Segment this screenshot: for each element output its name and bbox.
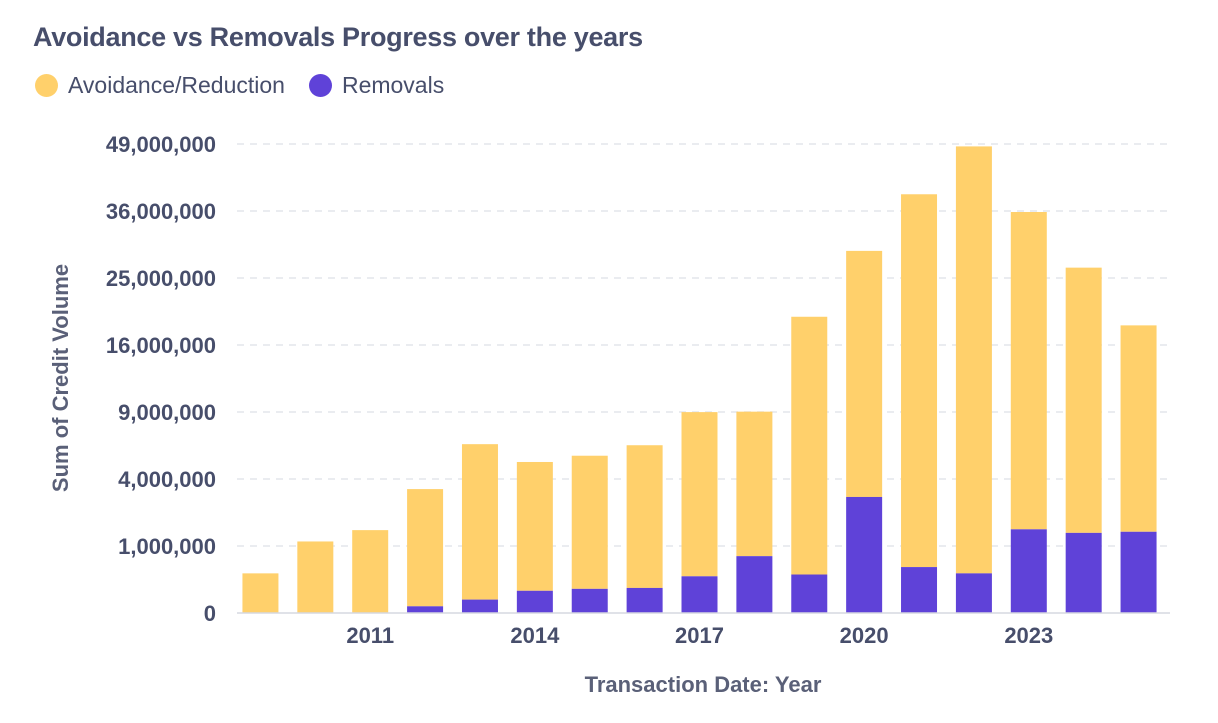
bar-avoidance-2015[interactable] (571, 455, 608, 589)
chart-title: Avoidance vs Removals Progress over the … (33, 22, 643, 52)
bar-avoidance-2021[interactable] (901, 194, 938, 568)
bar-avoidance-2011[interactable] (352, 530, 389, 613)
bar-avoidance-2025[interactable] (1120, 325, 1157, 532)
legend-removals-label: Removals (341, 72, 445, 98)
legend-item-removals[interactable]: Removals (308, 72, 445, 99)
y-tick-label: 36,000,000 (106, 199, 216, 224)
bar-removals-2015[interactable] (571, 588, 608, 613)
x-axis-title: Transaction Date: Year (585, 672, 822, 697)
y-tick-label: 4,000,000 (118, 467, 216, 492)
y-axis-title: Sum of Credit Volume (48, 264, 73, 492)
y-axis-ticks: 0 1,000,000 4,000,000 9,000,000 16,000,000 25… (106, 132, 216, 626)
bar-avoidance-2019[interactable] (791, 316, 828, 575)
bar-avoidance-2024[interactable] (1065, 267, 1102, 533)
bar-removals-2014[interactable] (516, 590, 553, 613)
bar-removals-2023[interactable] (1010, 529, 1047, 613)
y-tick-label: 0 (204, 601, 216, 626)
bar-avoidance-2014[interactable] (516, 461, 553, 591)
legend-avoidance-label: Avoidance/Reduction (68, 72, 285, 98)
bar-avoidance-2023[interactable] (1010, 212, 1047, 530)
x-tick-label: 2023 (1004, 623, 1053, 648)
x-tick-label: 2017 (675, 623, 724, 648)
bar-avoidance-2020[interactable] (846, 250, 883, 497)
bar-removals-2022[interactable] (955, 573, 992, 613)
bar-avoidance-2012[interactable] (407, 489, 444, 607)
bar-avoidance-2018[interactable] (736, 411, 773, 557)
y-tick-label: 1,000,000 (118, 534, 216, 559)
bar-removals-2018[interactable] (736, 556, 773, 613)
chart-legend: Avoidance/Reduction Removals (35, 72, 468, 99)
legend-removals-swatch (308, 74, 332, 97)
bar-removals-2012[interactable] (407, 606, 444, 613)
bar-removals-2025[interactable] (1120, 531, 1157, 613)
y-tick-label: 16,000,000 (106, 333, 216, 358)
bars (242, 146, 1157, 613)
legend-avoidance-swatch (35, 74, 58, 97)
bar-removals-2017[interactable] (681, 576, 718, 613)
x-tick-label: 2014 (510, 623, 560, 648)
bar-avoidance-2017[interactable] (681, 412, 718, 577)
bar-avoidance-2009[interactable] (242, 573, 279, 613)
bar-removals-2013[interactable] (461, 599, 498, 613)
bar-removals-2016[interactable] (626, 587, 663, 613)
x-tick-label: 2011 (346, 623, 394, 648)
bar-removals-2019[interactable] (791, 574, 828, 613)
y-tick-label: 49,000,000 (106, 132, 216, 157)
bar-removals-2020[interactable] (846, 496, 883, 613)
y-tick-label: 25,000,000 (106, 266, 216, 291)
bar-removals-2024[interactable] (1065, 532, 1102, 613)
bar-avoidance-2016[interactable] (626, 445, 663, 588)
bar-avoidance-2013[interactable] (461, 444, 498, 600)
bar-avoidance-2010[interactable] (297, 541, 334, 613)
bar-avoidance-2022[interactable] (955, 146, 992, 574)
bar-removals-2021[interactable] (901, 567, 938, 613)
x-tick-label: 2020 (840, 623, 889, 648)
legend-item-avoidance[interactable]: Avoidance/Reduction (35, 72, 285, 99)
x-axis-ticks: 2011 2014 2017 2020 2023 (346, 623, 1053, 648)
y-tick-label: 9,000,000 (118, 400, 216, 425)
